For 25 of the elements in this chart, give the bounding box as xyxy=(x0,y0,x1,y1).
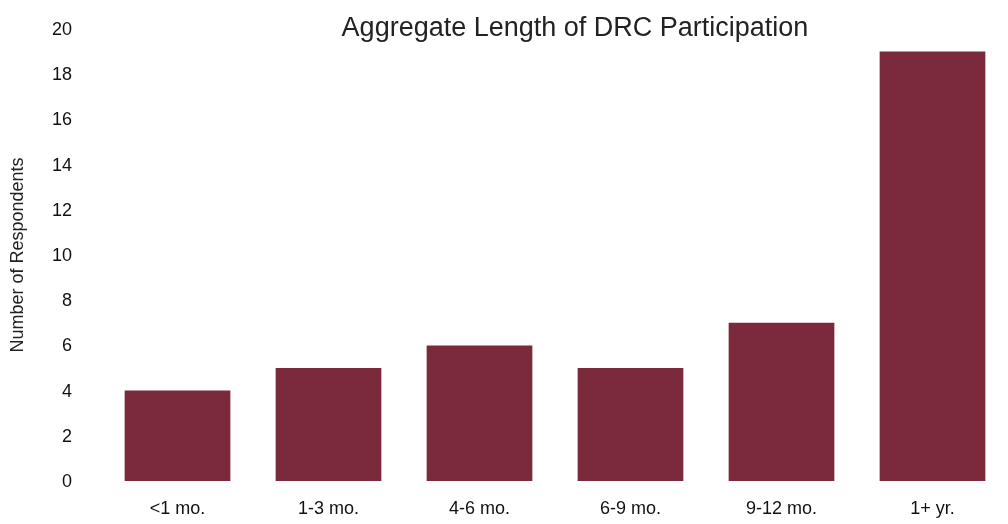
x-tick-label: 1-3 mo. xyxy=(297,498,360,518)
x-tick-label: 9-12 mo. xyxy=(745,498,818,518)
x-tick-label: 4-6 mo. xyxy=(448,498,511,518)
x-tick-label: <1 mo. xyxy=(149,498,206,518)
bar xyxy=(275,368,382,481)
y-tick-label: 8 xyxy=(61,290,72,311)
y-axis-title: Number of Respondents xyxy=(7,157,27,353)
y-tick-label: 6 xyxy=(61,335,72,356)
y-tick-label: 2 xyxy=(61,425,72,446)
chart-title: Aggregate Length of DRC Participation xyxy=(341,11,809,42)
bar xyxy=(426,345,533,481)
x-tick-label: 6-9 mo. xyxy=(599,498,662,518)
y-tick-label: 4 xyxy=(61,380,72,401)
y-tick-label: 20 xyxy=(51,19,72,39)
x-tick-label: 1+ yr. xyxy=(910,498,955,518)
y-tick-label: 12 xyxy=(51,199,72,220)
y-tick-label: 10 xyxy=(51,245,72,265)
bar xyxy=(879,51,986,481)
bar xyxy=(577,368,684,481)
y-tick-label: 0 xyxy=(61,471,72,491)
bar xyxy=(728,322,835,481)
y-tick-label: 18 xyxy=(51,64,72,85)
bar xyxy=(124,390,231,481)
y-tick-label: 16 xyxy=(51,109,72,130)
y-tick-label: 14 xyxy=(51,154,72,175)
